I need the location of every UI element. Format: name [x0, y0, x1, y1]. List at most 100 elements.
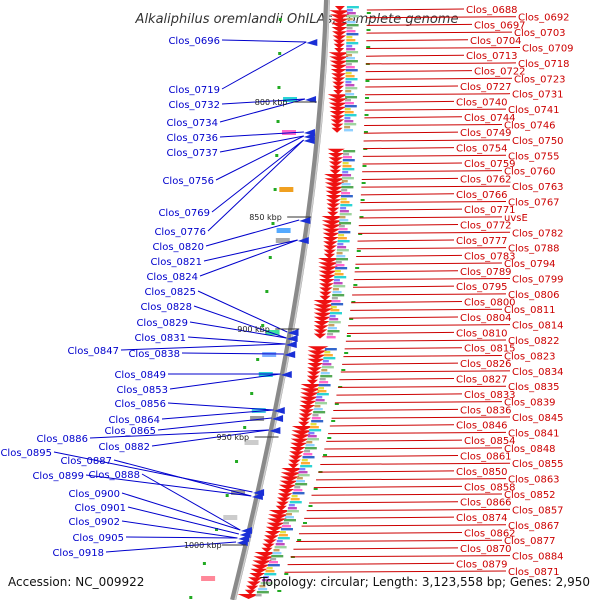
reverse-leader-line [347, 331, 455, 335]
reverse-leader-line [334, 401, 503, 404]
reverse-gene-label: Clos_0740 [456, 97, 508, 108]
reverse-leader-line [296, 539, 503, 542]
gc-tick [284, 573, 289, 575]
feature-band [345, 87, 358, 90]
feature-band [324, 351, 331, 354]
reverse-leader-line [358, 224, 459, 227]
feature-band [332, 291, 342, 294]
feature-band [281, 525, 291, 528]
feature-band [346, 45, 353, 48]
reverse-gene-arrow [328, 161, 343, 167]
feature-band [346, 42, 359, 45]
reverse-gene-arrow [313, 321, 330, 326]
feature-band [346, 12, 356, 15]
feature-band [318, 387, 325, 390]
feature-band [345, 78, 358, 81]
forward-feature-block [250, 416, 265, 421]
reverse-gene-arrow [313, 300, 336, 305]
forward-leader-line [187, 336, 286, 345]
gc-tick [366, 12, 371, 14]
gc-tick [360, 199, 365, 201]
gc-tick [358, 233, 363, 235]
reverse-leader-line [316, 478, 507, 481]
gc-tick [365, 97, 370, 99]
reverse-gene-arrow [288, 455, 303, 461]
feature-band [333, 285, 346, 288]
feature-band [345, 72, 352, 75]
reverse-gene-arrow [329, 10, 351, 16]
feature-band [324, 348, 337, 351]
reverse-gene-arrow [280, 472, 302, 478]
forward-gene-labels: Clos_0696 Clos_0719 Clos_0732 Clos_0734 Clos… [0, 36, 220, 559]
reverse-leader-line [363, 131, 459, 134]
forward-gene-label: Clos_0864 [108, 415, 160, 426]
reverse-leader-line [313, 485, 463, 489]
reverse-gene-label: Clos_0788 [508, 244, 560, 255]
forward-gene-label: Clos_0902 [68, 517, 120, 528]
forward-gene-label: Clos_0899 [32, 471, 84, 482]
reverse-gene-arrow [332, 35, 347, 41]
feature-band [338, 225, 345, 228]
gc-tick [331, 420, 336, 422]
forward-leader-line [219, 131, 304, 138]
reverse-gene-arrow [266, 522, 285, 528]
reverse-gene-label: Clos_0846 [456, 421, 508, 432]
feature-band [337, 237, 347, 240]
gc-tick [351, 301, 356, 303]
feature-band [330, 306, 337, 309]
forward-leader-line [120, 343, 286, 351]
reverse-leader-line [336, 393, 463, 396]
reverse-gene-label: Clos_0867 [508, 521, 560, 532]
reverse-leader-line [365, 54, 465, 57]
reverse-leader-line [333, 408, 459, 412]
forward-gene-label: Clos_0882 [98, 442, 150, 453]
reverse-leader-line [366, 31, 513, 34]
forward-feature-block [223, 515, 238, 520]
feature-band [271, 555, 284, 558]
reverse-gene-label: Clos_0834 [512, 367, 564, 378]
reverse-gene-label: Clos_0852 [504, 490, 556, 501]
feature-band [334, 273, 344, 276]
forward-gene-label: Clos_0756 [162, 176, 214, 187]
feature-band [339, 219, 349, 222]
reverse-gene-arrow [332, 81, 345, 87]
reverse-gene-arrow [275, 505, 287, 511]
kbp-tick-label: 800 kbp [255, 98, 288, 107]
feature-band [327, 330, 340, 333]
gc-tick [346, 335, 351, 337]
reverse-gene-arrow [313, 312, 333, 318]
feature-band [313, 411, 326, 414]
gc-tick [359, 216, 364, 218]
forward-leader-line [105, 541, 237, 553]
forward-strand-genes [201, 39, 318, 581]
forward-leader-line [169, 373, 281, 390]
forward-gene-label: Clos_0849 [114, 370, 166, 381]
feature-band [307, 435, 317, 438]
gc-tick [297, 539, 302, 541]
feature-band [315, 399, 325, 402]
feature-band [291, 495, 298, 498]
feature-band [344, 108, 351, 111]
reverse-gene-arrow [248, 577, 263, 583]
reverse-gene-arrow [313, 329, 328, 335]
forward-leader-line [181, 352, 284, 355]
gc-tick [276, 120, 280, 123]
reverse-gene-arrow [307, 354, 326, 360]
gc-tick [363, 131, 368, 133]
feature-band [323, 354, 333, 357]
forward-leader-line [199, 239, 298, 277]
reverse-gene-label: Clos_0703 [514, 28, 566, 39]
forward-leader-line [53, 451, 253, 493]
reverse-gene-label: Clos_0814 [512, 321, 564, 332]
feature-band [329, 312, 342, 315]
reverse-gene-arrow [237, 594, 260, 599]
reverse-gene-label: Clos_0862 [464, 529, 516, 540]
feature-band [300, 462, 310, 465]
forward-gene-label: Clos_0838 [128, 349, 180, 360]
forward-gene-label: Clos_0719 [168, 85, 220, 96]
feature-band [346, 39, 356, 42]
forward-leader-line [193, 305, 287, 339]
reverse-gene-arrow [331, 77, 346, 83]
feature-band [334, 270, 341, 273]
reverse-gene-arrow [290, 442, 308, 448]
